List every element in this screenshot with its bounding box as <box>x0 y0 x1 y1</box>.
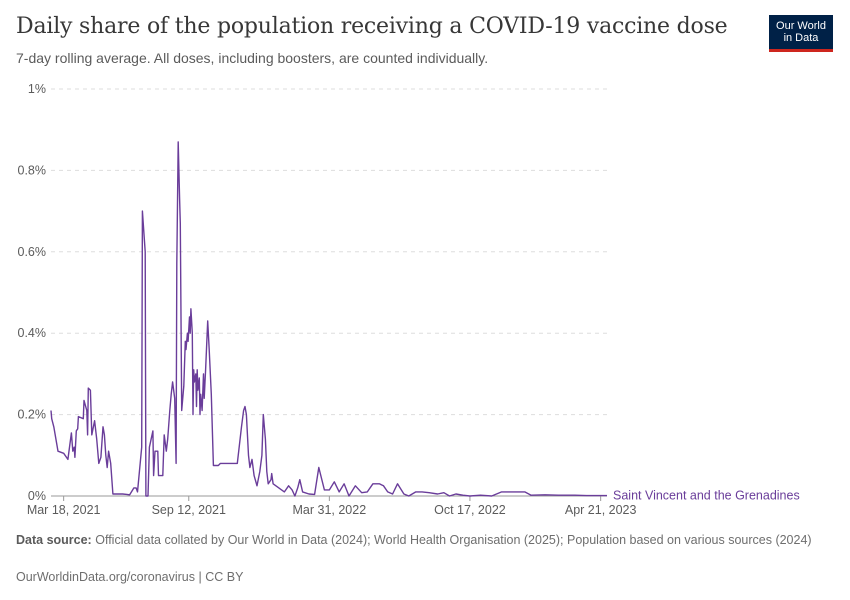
y-tick-label: 0% <box>28 489 46 503</box>
logo-line-2: in Data <box>783 32 819 44</box>
chart-title: Daily share of the population receiving … <box>16 14 728 39</box>
owid-logo[interactable]: Our World in Data <box>769 15 833 52</box>
y-tick-label: 0.6% <box>18 245 47 259</box>
grid-lines <box>51 88 607 416</box>
footer-credit[interactable]: OurWorldinData.org/coronavirus | CC BY <box>16 570 244 584</box>
data-source-label: Data source: <box>16 533 92 547</box>
series-line-saint-vincent[interactable] <box>50 141 607 497</box>
logo-line-1: Our World <box>776 20 826 32</box>
series-label-saint-vincent[interactable]: Saint Vincent and the Grenadines <box>613 489 800 503</box>
x-tick-label: Mar 18, 2021 <box>27 503 101 517</box>
line-chart: 0% 0.2% 0.4% 0.6% 0.8% 1% Mar 18, 2021 Sep 12,… <box>18 82 800 517</box>
y-tick-label: 0.4% <box>18 326 47 340</box>
x-tick-label: Apr 21, 2023 <box>565 503 637 517</box>
y-tick-label: 1% <box>28 82 46 96</box>
data-source: Data source: Official data collated by O… <box>16 533 816 548</box>
x-axis-tick-labels: Mar 18, 2021 Sep 12, 2021 Mar 31, 2022 Oct … <box>27 496 637 517</box>
y-tick-label: 0.8% <box>18 163 47 177</box>
x-tick-label: Sep 12, 2021 <box>152 503 226 517</box>
y-axis-tick-labels: 0% 0.2% 0.4% 0.6% 0.8% 1% <box>18 82 47 503</box>
data-source-text: Official data collated by Our World in D… <box>95 533 812 547</box>
x-tick-label: Mar 31, 2022 <box>293 503 367 517</box>
x-tick-label: Oct 17, 2022 <box>434 503 506 517</box>
y-tick-label: 0.2% <box>18 408 47 422</box>
chart-subtitle: 7-day rolling average. All doses, includ… <box>16 50 489 66</box>
